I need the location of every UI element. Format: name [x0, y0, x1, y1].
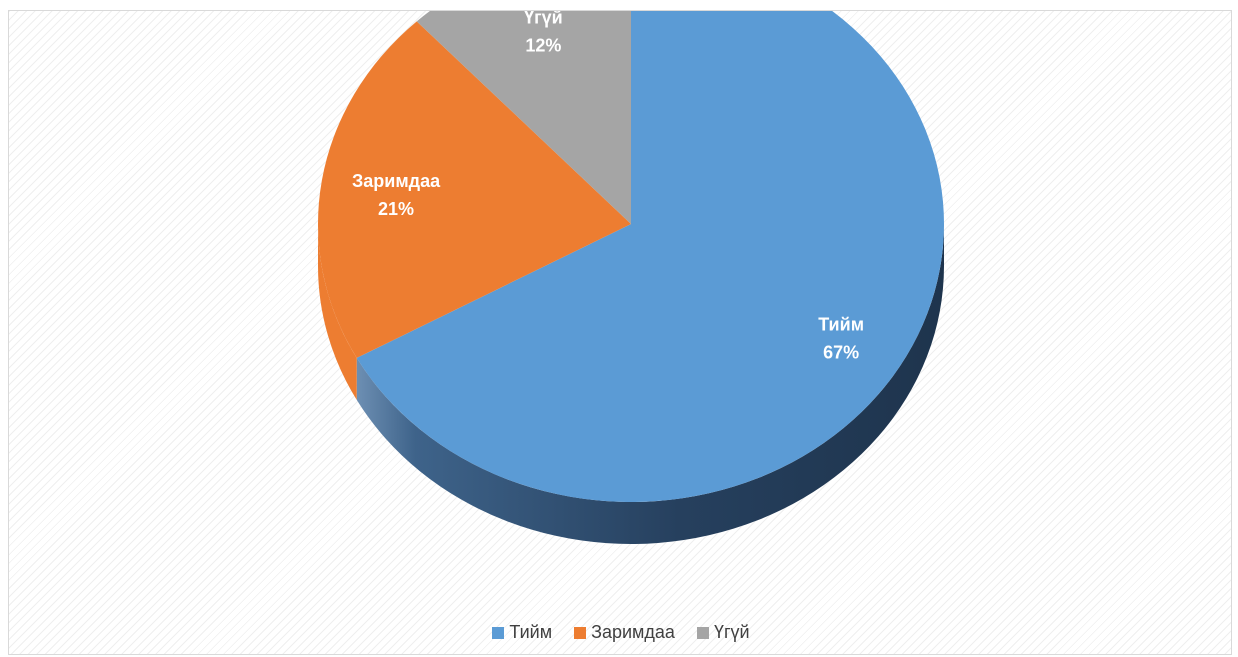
legend-item: Үгүй	[696, 622, 750, 643]
data-label-category: Үгүй	[524, 11, 563, 28]
pie-side-2	[318, 224, 357, 400]
data-label-category: Тийм	[818, 314, 864, 334]
cut-off-text-strip	[0, 0, 1238, 10]
legend-label: Заримдаа	[591, 622, 675, 642]
data-label-percent: 21%	[378, 199, 414, 219]
pie-slice-2	[318, 21, 631, 358]
legend-item: Заримдаа	[574, 622, 675, 643]
pie-side-1	[356, 224, 945, 544]
pie-slice-1	[356, 11, 944, 502]
chart-legend: Тийм Заримдаа Үгүй	[9, 622, 1233, 643]
legend-swatch	[696, 626, 709, 639]
legend-label: Үгүй	[713, 622, 750, 642]
data-label-1: Тийм 67%	[818, 314, 864, 362]
data-label-category: Заримдаа	[352, 171, 441, 191]
pie-chart: Тийм 67% Заримдаа 21% Үгүй 12%	[318, 11, 945, 544]
legend-swatch	[492, 626, 505, 639]
legend-swatch	[574, 626, 587, 639]
pie-slice-3	[416, 11, 631, 224]
data-label-percent: 67%	[823, 342, 859, 362]
data-label-3: Үгүй 12%	[524, 11, 563, 56]
data-label-percent: 12%	[525, 36, 561, 56]
legend-label: Тийм	[509, 622, 553, 642]
legend-item: Тийм	[492, 622, 552, 643]
data-label-2: Заримдаа 21%	[352, 171, 441, 219]
chart-area: Тийм 67% Заримдаа 21% Үгүй 12% Тийм Заримдаа Үг…	[8, 10, 1232, 655]
